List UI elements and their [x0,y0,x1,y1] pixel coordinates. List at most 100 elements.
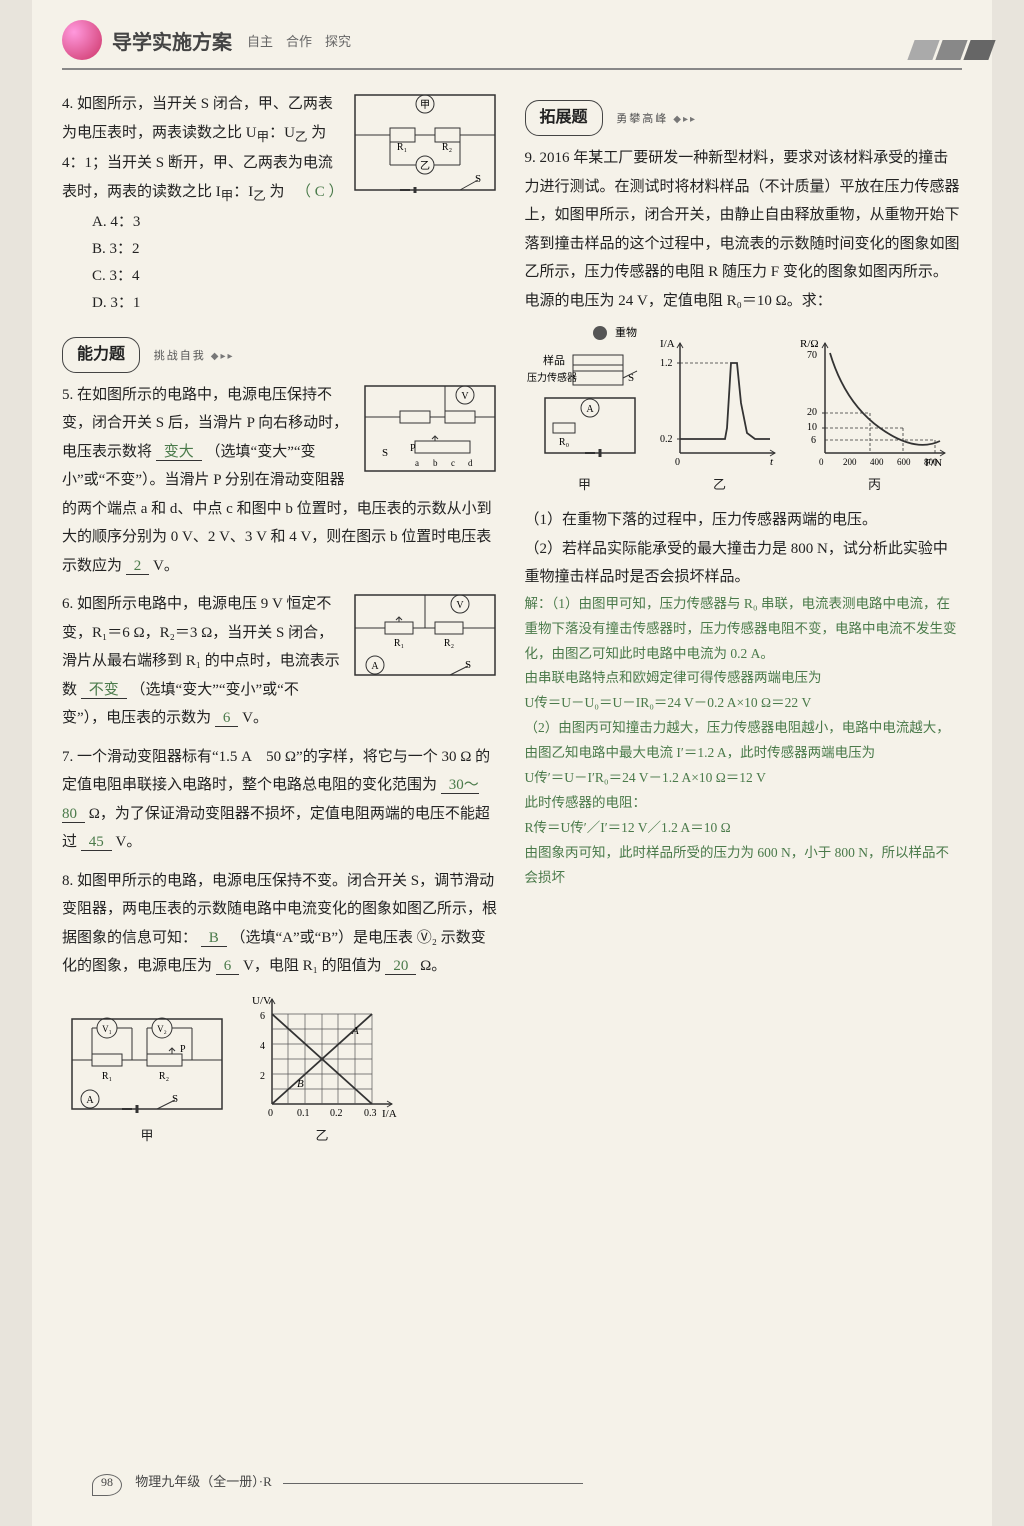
svg-text:B: B [297,1078,304,1090]
header-subtitle: 自主 合作 探究 [247,31,351,50]
left-column: 甲 R₁ R₂ 乙 S 4. 如图所示，当开关 S 闭合，甲、乙两表为电压表时，… [62,90,500,1159]
extend-sub: 勇攀高峰 [616,113,697,125]
extend-tag: 拓展题 [525,100,603,136]
footer-text: 物理九年级（全一册）·R [135,1474,272,1489]
header-title: 导学实施方案 [112,26,232,55]
svg-text:0: 0 [268,1108,273,1119]
svg-text:样品: 样品 [543,353,565,367]
svg-text:A: A [371,661,379,672]
question-7: 7. 一个滑动变阻器标有“1.5 A 50 Ω”的字样，将它与一个 30 Ω 的… [62,743,500,857]
svg-text:A: A [351,1025,359,1037]
question-6: V R₁ R₂ A S 6. 如图所示电路中，电源电压 9 V 恒定不变，R₁＝… [62,590,500,733]
svg-text:a: a [415,458,419,468]
sol-line: U传＝U－U₀＝U－IR₀＝24 V－0.2 A×10 Ω＝22 V [525,691,963,716]
ability-sub: 挑战自我 [154,350,235,362]
svg-text:t: t [770,456,774,468]
svg-text:乙: 乙 [420,160,430,172]
sol-line: 由串联电路特点和欧姆定律可得传感器两端电压为 [525,666,963,691]
svg-text:2: 2 [260,1071,265,1082]
q8-circuit-甲: V₁ V₂ R₁ R₂ P A S [62,1004,232,1149]
sol-line: R传＝U传′／I′＝12 V／1.2 A＝10 Ω [525,816,963,841]
q9-solution: 解：（1）由图甲可知，压力传感器与 R₀ 串联，电流表测电路中电流，在重物下落没… [525,592,963,892]
q6-text3: V。 [242,710,268,726]
svg-text:P: P [180,1044,186,1055]
page-number: 98 [92,1474,122,1496]
q8-blank3: 20 [385,958,416,975]
page-footer: 98 物理九年级（全一册）·R [92,1471,583,1496]
page-header: 导学实施方案 自主 合作 探究 [62,20,962,70]
sol-line: 解：（1）由图甲可知，压力传感器与 R₀ 串联，电流表测电路中电流，在重物下落没… [525,592,963,667]
ability-tag: 能力题 [62,337,140,373]
svg-text:R₁: R₁ [102,1071,112,1082]
svg-text:R₁: R₁ [396,142,406,153]
q8-figures: V₁ V₂ R₁ R₂ P A S [62,989,500,1149]
svg-text:800: 800 [924,457,938,467]
svg-text:I/A: I/A [660,338,675,350]
q9-fig3-label: 丙 [795,473,955,498]
q8-fig1-label: 甲 [62,1124,232,1149]
q7-text: 7. 一个滑动变阻器标有“1.5 A 50 Ω”的字样，将它与一个 30 Ω 的… [62,749,490,794]
svg-text:R₁: R₁ [393,638,403,649]
option-a: A. 4：3 [92,209,500,236]
svg-text:S: S [475,173,481,185]
sol-line: 此时传感器的电阻： [525,791,963,816]
svg-text:重物: 重物 [615,325,637,339]
svg-text:6: 6 [260,1011,265,1022]
q7-text3: V。 [116,834,142,850]
option-d: D. 3：1 [92,290,500,317]
q4-answer: （ C ） [296,178,344,207]
two-column-layout: 甲 R₁ R₂ 乙 S 4. 如图所示，当开关 S 闭合，甲、乙两表为电压表时，… [62,90,962,1159]
svg-text:I/A: I/A [382,1108,397,1120]
q6-circuit-diagram: V R₁ R₂ A S [350,590,500,685]
svg-text:c: c [451,458,455,468]
sol-line: 由图象丙可知，此时样品所受的压力为 600 N，小于 800 N，所以样品不会损… [525,841,963,891]
svg-text:0.1: 0.1 [297,1108,310,1119]
q8-chart-乙: U/VI/A 642 00.10.20.3 [242,989,402,1149]
q9-sub1: （1）在重物下落的过程中，压力传感器两端的电压。 [525,506,963,535]
q5-circuit-diagram: V S P abcd [360,381,500,481]
svg-text:U/V: U/V [252,995,271,1007]
svg-text:d: d [468,458,473,468]
svg-text:V₁: V₁ [102,1024,112,1034]
q9-chart-丙: R/ΩF/N 70 20 10 6 0 200400600800 [795,333,955,498]
sol-line: U传′＝U－I′R₀＝24 V－1.2 A×10 Ω＝12 V [525,766,963,791]
q9-circuit-甲: 重物 样品 压力传感器 S A R₀ 甲 [525,323,645,498]
right-column: 拓展题 勇攀高峰 9. 2016 年某工厂要研发一种新型材料，要求对该材料承受的… [525,90,963,1159]
q4-options: A. 4：3 B. 3：2 C. 3：4 D. 3：1 [62,209,500,317]
q9-chart-乙: I/At 1.2 0.2 0 乙 [655,333,785,498]
q5-text3: V。 [153,558,179,574]
svg-text:V₂: V₂ [157,1024,167,1034]
svg-text:20: 20 [807,407,817,418]
q8-text3: V，电阻 R₁ 的阻值为 [243,958,382,974]
mascot-icon [62,20,102,60]
svg-text:0.2: 0.2 [660,434,673,445]
page: 导学实施方案 自主 合作 探究 甲 R₁ R₂ 乙 S [32,0,992,1526]
svg-text:400: 400 [870,457,884,467]
q7-blank2: 45 [81,834,112,851]
svg-text:V: V [456,600,464,611]
option-b: B. 3：2 [92,236,500,263]
option-c: C. 3：4 [92,263,500,290]
q6-blank2: 6 [215,710,239,727]
svg-text:6: 6 [811,435,816,446]
section-extend: 拓展题 勇攀高峰 [525,90,963,144]
svg-text:70: 70 [807,350,817,361]
q4-text: 4. 如图所示，当开关 S 闭合，甲、乙两表为电压表时，两表读数之比 U甲：U乙… [62,96,333,200]
footer-rule [283,1483,583,1484]
question-5: V S P abcd 5. 在如图所示的电路中，电源电压保持不变，闭合开关 S … [62,381,500,581]
svg-text:R/Ω: R/Ω [800,338,819,350]
q9-sub2: （2）若样品实际能承受的最大撞击力是 800 N，试分析此实验中重物撞击样品时是… [525,535,963,592]
question-8: 8. 如图甲所示的电路，电源电压保持不变。闭合开关 S，调节滑动变阻器，两电压表… [62,867,500,1149]
q9-text: 9. 2016 年某工厂要研发一种新型材料，要求对该材料承受的撞击力进行测试。在… [525,150,960,309]
svg-text:0: 0 [819,457,824,467]
svg-text:4: 4 [260,1041,265,1052]
svg-text:P: P [410,443,416,454]
svg-text:R₀: R₀ [558,437,569,448]
corner-decoration [908,40,992,65]
svg-text:0.2: 0.2 [330,1108,343,1119]
section-ability: 能力题 挑战自我 [62,327,500,381]
svg-text:S: S [382,447,388,459]
q8-fig2-label: 乙 [242,1124,402,1149]
q5-blank2: 2 [126,558,150,575]
q9-fig2-label: 乙 [655,473,785,498]
